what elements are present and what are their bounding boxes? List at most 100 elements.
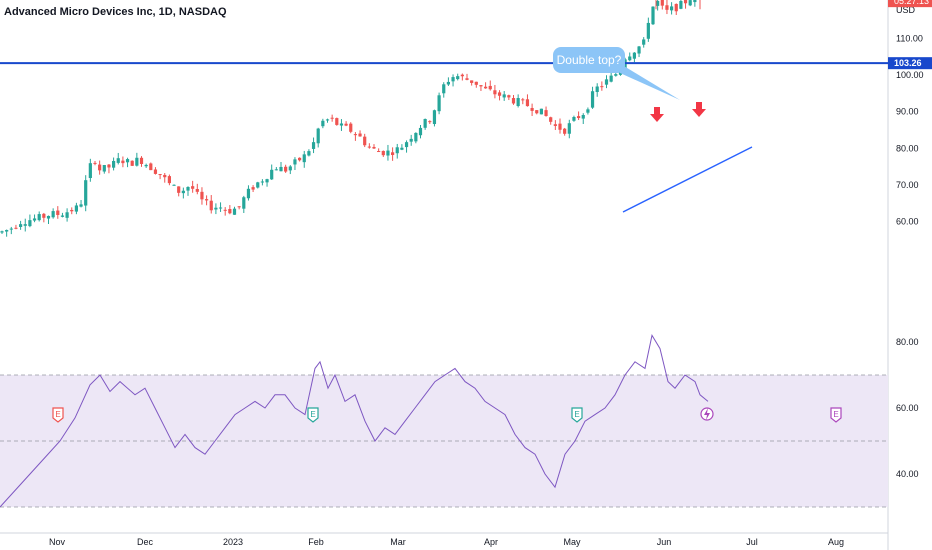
candle-body bbox=[14, 227, 18, 229]
candle-body bbox=[144, 164, 148, 167]
candle-body bbox=[335, 118, 339, 125]
candle-body bbox=[42, 213, 46, 218]
candle-body bbox=[637, 46, 641, 54]
candle-body bbox=[293, 159, 297, 165]
candle-body bbox=[577, 116, 581, 119]
time-tick-label: Feb bbox=[308, 537, 324, 547]
candle-body bbox=[549, 117, 553, 122]
double-top-callout: Double top? bbox=[553, 47, 625, 73]
time-tick-label: 2023 bbox=[223, 537, 243, 547]
candle-body bbox=[209, 200, 213, 211]
candle-body bbox=[418, 127, 423, 136]
price-tick-label: 90.00 bbox=[896, 107, 919, 117]
candle-body bbox=[563, 128, 567, 134]
candle-body bbox=[223, 209, 227, 211]
candle-body bbox=[149, 163, 153, 171]
candle-body bbox=[553, 124, 557, 126]
candle-body bbox=[107, 164, 111, 168]
price-tick-label: 110.00 bbox=[896, 34, 923, 44]
candle-body bbox=[232, 208, 237, 215]
candle-body bbox=[404, 142, 409, 148]
time-tick-label: Aug bbox=[828, 537, 844, 547]
arrow-shaft bbox=[654, 107, 660, 114]
time-tick-label: Mar bbox=[390, 537, 406, 547]
candle-body bbox=[330, 117, 334, 119]
candle-body bbox=[46, 215, 51, 219]
candle-body bbox=[9, 228, 13, 230]
candle-body bbox=[177, 186, 181, 193]
rsi-tick-label: 60.00 bbox=[896, 403, 919, 413]
arrow-head bbox=[692, 109, 706, 117]
candle-body bbox=[530, 107, 534, 111]
candle-body bbox=[432, 110, 437, 125]
candle-body bbox=[153, 169, 158, 174]
candle-body bbox=[604, 79, 609, 85]
candle-body bbox=[693, 0, 697, 3]
candle-body bbox=[23, 224, 27, 226]
candle-body bbox=[391, 152, 395, 156]
marker-letter: E bbox=[833, 410, 838, 419]
candle-body bbox=[172, 184, 176, 186]
candle-body bbox=[60, 215, 65, 217]
marker-letter: E bbox=[55, 410, 60, 419]
down-arrow-icon bbox=[692, 102, 706, 117]
lightning-icon bbox=[700, 407, 714, 421]
candle-body bbox=[167, 176, 171, 184]
candle-body bbox=[288, 166, 292, 171]
candle-body bbox=[125, 159, 130, 163]
candle-body bbox=[670, 6, 674, 11]
level-badge bbox=[888, 57, 932, 70]
candle-body bbox=[660, 0, 664, 6]
candle-body bbox=[5, 229, 9, 232]
candle-body bbox=[181, 190, 185, 194]
rsi-line bbox=[0, 334, 709, 508]
candle-body bbox=[139, 157, 144, 164]
candle-body bbox=[321, 120, 325, 127]
candle-body bbox=[516, 98, 520, 107]
candles bbox=[0, 0, 701, 237]
candle-body bbox=[521, 99, 525, 101]
candle-body bbox=[535, 110, 539, 114]
candle-body bbox=[470, 80, 474, 83]
candle-body bbox=[581, 114, 585, 119]
candle-body bbox=[200, 191, 204, 200]
time-tick-label: Jun bbox=[657, 537, 672, 547]
lightning-glyph bbox=[704, 408, 710, 420]
candle-body bbox=[65, 212, 69, 218]
candle-body bbox=[488, 85, 492, 90]
candle-body bbox=[367, 146, 371, 148]
candle-body bbox=[158, 174, 162, 176]
candle-body bbox=[539, 108, 543, 115]
candle-body bbox=[484, 86, 488, 89]
candle-body bbox=[279, 166, 283, 172]
candle-body bbox=[218, 207, 223, 209]
trend-line bbox=[622, 146, 753, 213]
candle-body bbox=[451, 77, 455, 82]
candle-body bbox=[544, 110, 548, 116]
candle-body bbox=[558, 123, 562, 130]
candle-body bbox=[363, 136, 367, 146]
candle-body bbox=[102, 165, 106, 172]
candle-body bbox=[84, 180, 88, 206]
candle-body bbox=[386, 150, 390, 156]
candle-body bbox=[270, 169, 274, 180]
rsi-tick-label: 40.00 bbox=[896, 469, 919, 479]
arrow-shaft bbox=[696, 102, 702, 109]
candle-body bbox=[135, 157, 139, 166]
candle-body bbox=[665, 5, 669, 10]
candle-body bbox=[32, 218, 37, 221]
candle-body bbox=[311, 142, 316, 149]
candle-body bbox=[325, 119, 330, 121]
candle-body bbox=[98, 164, 102, 171]
candle-body bbox=[251, 187, 255, 190]
candle-body bbox=[590, 91, 595, 108]
candle-body bbox=[586, 109, 590, 113]
candle-body bbox=[112, 160, 116, 168]
candle-body bbox=[395, 147, 399, 154]
candle-body bbox=[195, 189, 199, 192]
candle-body bbox=[525, 99, 530, 107]
candle-body bbox=[437, 95, 441, 112]
earnings-icon: E bbox=[307, 407, 319, 423]
price-tick-label: 70.00 bbox=[896, 180, 919, 190]
